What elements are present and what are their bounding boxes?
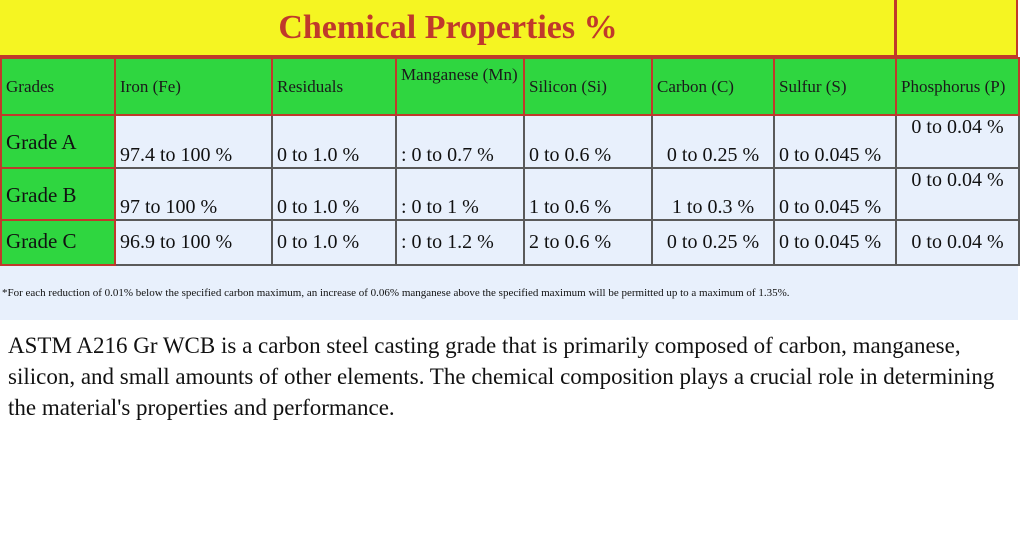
table-cell: 96.9 to 100 %: [114, 219, 273, 266]
table-cell: 0 to 0.045 %: [773, 114, 897, 169]
header-row: Grades Iron (Fe) Residuals Manganese (Mn…: [0, 57, 1020, 116]
table-cell: 0 to 0.25 %: [651, 114, 775, 169]
table-cell: : 0 to 0.7 %: [395, 114, 525, 169]
grade-label: Grade B: [0, 167, 116, 221]
table-cell: 0 to 0.6 %: [523, 114, 653, 169]
table-cell: 2 to 0.6 %: [523, 219, 653, 266]
table-cell: : 0 to 1.2 %: [395, 219, 525, 266]
table-row: Grade C 96.9 to 100 % 0 to 1.0 % : 0 to …: [0, 219, 1020, 266]
table-cell: 0 to 1.0 %: [271, 167, 397, 221]
header-phosphorus: Phosphorus (P): [895, 57, 1020, 116]
table-cell: 1 to 0.6 %: [523, 167, 653, 221]
header-carbon: Carbon (C): [651, 57, 775, 116]
table-cell: 1 to 0.3 %: [651, 167, 775, 221]
table-cell: 97 to 100 %: [114, 167, 273, 221]
table-title: Chemical Properties %: [278, 9, 618, 46]
header-iron: Iron (Fe): [114, 57, 273, 116]
title-divider: [894, 0, 897, 57]
header-sulfur: Sulfur (S): [773, 57, 897, 116]
table-cell: 0 to 1.0 %: [271, 219, 397, 266]
title-right-border: [1016, 0, 1018, 57]
table-cell: 0 to 0.04 %: [895, 167, 1020, 221]
table-cell: 0 to 0.04 %: [895, 219, 1020, 266]
table-row: Grade B 97 to 100 % 0 to 1.0 % : 0 to 1 …: [0, 167, 1020, 221]
table-cell: 0 to 0.045 %: [773, 219, 897, 266]
table-cell: 0 to 0.04 %: [895, 114, 1020, 169]
chemical-properties-panel: Chemical Properties % Grades Iron (Fe) R…: [0, 0, 1020, 320]
header-silicon: Silicon (Si): [523, 57, 653, 116]
table-cell: 97.4 to 100 %: [114, 114, 273, 169]
table-row: Grade A 97.4 to 100 % 0 to 1.0 % : 0 to …: [0, 114, 1020, 169]
header-grades: Grades: [0, 57, 116, 116]
table-cell: 0 to 0.25 %: [651, 219, 775, 266]
table-cell: : 0 to 1 %: [395, 167, 525, 221]
grade-label: Grade C: [0, 219, 116, 266]
chemical-properties-table: Grades Iron (Fe) Residuals Manganese (Mn…: [0, 57, 1020, 266]
footnote: *For each reduction of 0.01% below the s…: [2, 287, 790, 299]
table-cell: 0 to 0.045 %: [773, 167, 897, 221]
header-residuals: Residuals: [271, 57, 397, 116]
table-cell: 0 to 1.0 %: [271, 114, 397, 169]
header-manganese: Manganese (Mn): [395, 57, 525, 116]
title-bar: Chemical Properties %: [0, 0, 1018, 57]
description-paragraph: ASTM A216 Gr WCB is a carbon steel casti…: [8, 333, 995, 420]
grade-label: Grade A: [0, 114, 116, 169]
